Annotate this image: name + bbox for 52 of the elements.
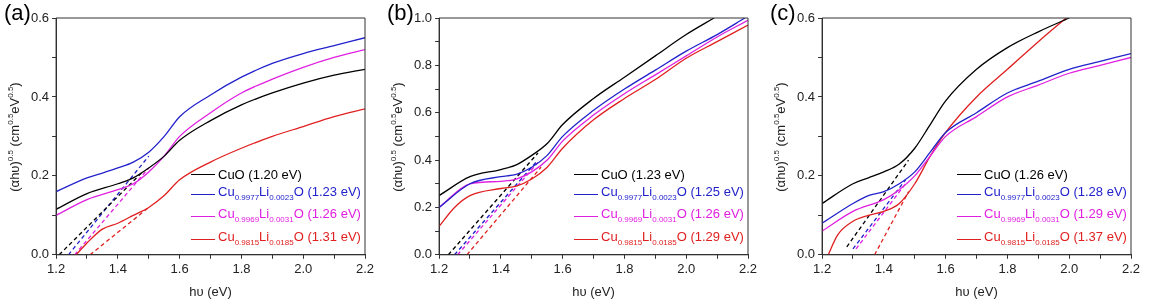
x-tick-label: 1.8 [232, 261, 251, 277]
legend-label: CuO (1.23 eV) [601, 165, 685, 183]
y-tick-label: 1.0 [413, 9, 433, 25]
x-tick-label: 2.2 [738, 261, 758, 277]
x-tick-label: 2.2 [1121, 261, 1141, 277]
x-tick-label: 1.8 [615, 261, 634, 277]
chart-title: (a) [4, 0, 31, 26]
y-tick-label: 0.6 [796, 9, 816, 25]
legend-label: Cu$_{0.9969}$Li$_{0.0031}$O (1.29 eV) [984, 205, 1127, 226]
chart-title: (b) [387, 0, 414, 26]
x-axis-title: hυ (eV) [955, 283, 998, 299]
legend-label: CuO (1.26 eV) [984, 165, 1068, 183]
legend-label: Cu$_{0.9969}$Li$_{0.0031}$O (1.26 eV) [601, 205, 744, 226]
x-tick-label: 1.8 [998, 261, 1017, 277]
x-tick-label: 2.2 [355, 261, 375, 277]
x-tick-label: 1.6 [170, 261, 189, 277]
x-tick-label: 1.4 [874, 261, 893, 277]
y-tick-label: 0.0 [30, 246, 50, 262]
y-tick-label: 0.6 [30, 9, 50, 25]
x-tick-label: 1.6 [936, 261, 955, 277]
x-tick-label: 1.6 [553, 261, 572, 277]
legend-label: Cu$_{0.9815}$Li$_{0.0185}$O (1.29 eV) [601, 228, 744, 249]
legend-label: CuO (1.20 eV) [218, 165, 302, 183]
y-tick-label: 0.0 [413, 246, 433, 262]
y-tick-label: 0.8 [413, 56, 433, 72]
y-tick-label: 0.4 [796, 88, 816, 104]
legend-label: Cu$_{0.9977}$Li$_{0.0023}$O (1.28 eV) [984, 182, 1127, 204]
x-tick-label: 2.0 [294, 261, 313, 277]
x-tick-label: 1.4 [491, 261, 510, 277]
y-tick-label: 0.4 [30, 88, 50, 104]
y-tick-label: 0.2 [796, 167, 816, 183]
y-tick-label: 0.2 [30, 167, 50, 183]
line-series [822, 18, 1070, 205]
x-tick-label: 1.4 [108, 261, 127, 277]
y-tick-label: 0.6 [413, 104, 433, 120]
x-tick-label: 1.2 [430, 261, 449, 277]
legend-label: Cu$_{0.9977}$Li$_{0.0023}$O (1.23 eV) [218, 182, 361, 204]
chart-title: (c) [770, 0, 796, 26]
x-tick-label: 1.2 [47, 261, 66, 277]
legend-label: Cu$_{0.9969}$Li$_{0.0031}$O (1.26 eV) [218, 205, 361, 226]
y-tick-label: 0.2 [413, 199, 433, 215]
y-tick-label: 0.4 [413, 151, 433, 167]
x-axis-title: hυ (eV) [572, 283, 615, 299]
x-tick-label: 2.0 [1060, 261, 1079, 277]
x-tick-label: 1.2 [813, 261, 832, 277]
line-series [75, 108, 365, 255]
x-axis-title: hυ (eV) [189, 283, 232, 299]
legend-label: Cu$_{0.9815}$Li$_{0.0185}$O (1.31 eV) [218, 228, 361, 249]
legend-label: Cu$_{0.9815}$Li$_{0.0185}$O (1.37 eV) [984, 228, 1127, 249]
x-tick-label: 2.0 [677, 261, 696, 277]
legend-label: Cu$_{0.9977}$Li$_{0.0023}$O (1.25 eV) [601, 182, 744, 204]
y-tick-label: 0.0 [796, 246, 816, 262]
